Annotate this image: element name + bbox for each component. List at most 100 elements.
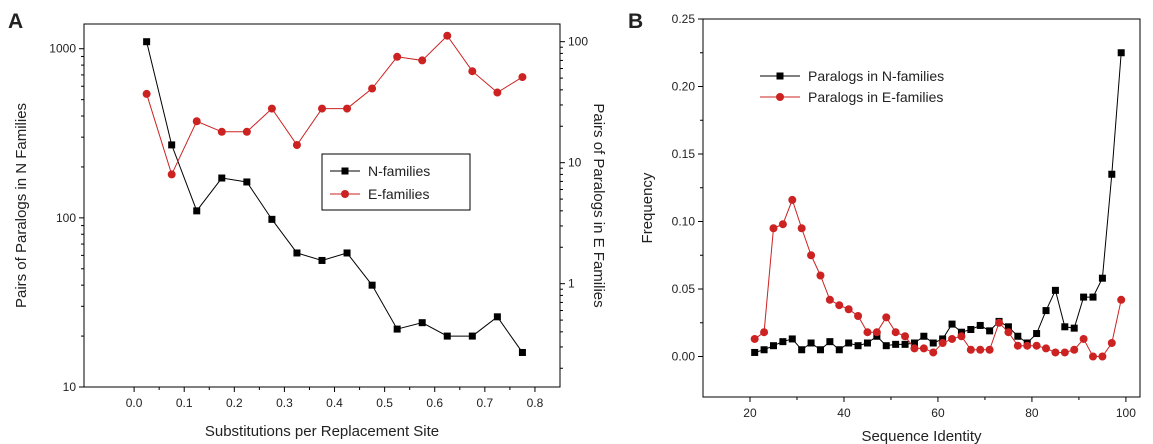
data-point — [938, 339, 947, 347]
data-point — [948, 334, 957, 343]
data-point — [788, 195, 797, 204]
data-point — [939, 335, 947, 343]
data-point — [760, 328, 769, 337]
data-point — [1108, 170, 1116, 178]
data-point — [1051, 286, 1059, 294]
x-tick-label: 0.8 — [527, 396, 544, 410]
data-point — [167, 170, 176, 179]
data-point — [769, 224, 778, 233]
data-point — [835, 301, 844, 310]
data-point — [267, 104, 276, 113]
x-tick-label: 0.7 — [476, 396, 493, 410]
data-point — [318, 256, 326, 264]
data-point — [293, 249, 301, 257]
data-point — [769, 342, 777, 350]
data-point — [368, 281, 376, 289]
data-point — [807, 251, 816, 260]
data-point — [418, 56, 427, 65]
data-point — [910, 339, 918, 347]
y-tick-label: 0.00 — [672, 350, 696, 364]
data-point — [1042, 307, 1050, 315]
plot-frame — [702, 18, 1141, 398]
x-tick-label: 0.3 — [276, 396, 293, 410]
data-point — [872, 328, 881, 337]
data-point — [418, 319, 426, 327]
data-point — [948, 320, 956, 328]
data-point — [750, 334, 759, 343]
data-point — [443, 31, 452, 40]
data-point — [863, 339, 871, 347]
data-point — [826, 338, 834, 346]
data-point — [751, 348, 759, 356]
data-point — [844, 305, 853, 314]
plot-frame — [83, 23, 561, 388]
data-point — [343, 249, 351, 257]
data-point — [901, 332, 910, 341]
panel-label-a: A — [8, 10, 23, 33]
data-point — [143, 38, 151, 46]
y-right-tick-label: 10 — [568, 156, 582, 170]
data-point — [910, 344, 919, 353]
y-tick-label: 0.25 — [672, 12, 696, 26]
y-left-tick-label: 100 — [56, 211, 76, 225]
data-point — [168, 141, 176, 149]
data-point — [919, 344, 928, 353]
legend-marker — [776, 93, 784, 101]
panel-a: 0.0 0.1 0.2 0.3 0.4 0.5 0.6 0.7 0.8 10 100 1000 1 10 1… — [8, 10, 607, 440]
data-point — [1061, 323, 1069, 331]
data-point — [995, 318, 1004, 327]
series-line — [754, 52, 1122, 353]
data-point — [1117, 49, 1125, 57]
y-tick-label: 0.05 — [672, 282, 696, 296]
data-point — [957, 332, 966, 341]
x-tick-label: 0.2 — [226, 396, 243, 410]
data-point — [1089, 293, 1097, 301]
x-axis-label: Substitutions per Replacement Site — [205, 423, 439, 440]
data-point — [845, 339, 853, 347]
data-point — [1079, 334, 1088, 343]
data-point — [976, 321, 984, 329]
x-tick-label: 0.5 — [376, 396, 393, 410]
data-point — [443, 332, 451, 340]
data-point — [1004, 328, 1013, 337]
data-point — [318, 104, 326, 113]
data-point — [268, 215, 276, 223]
data-point — [901, 340, 909, 348]
data-point — [193, 207, 201, 215]
data-point — [1070, 324, 1078, 332]
data-point — [863, 328, 872, 337]
series-line — [754, 198, 1122, 357]
x-tick-label: 40 — [837, 406, 851, 420]
data-point — [518, 348, 526, 356]
y-right-tick-label: 1 — [568, 277, 575, 291]
data-point — [957, 328, 965, 336]
data-point — [1060, 348, 1069, 357]
x-axis-label: Sequence Identity — [861, 428, 982, 444]
data-point — [1014, 332, 1022, 340]
data-point — [779, 338, 787, 346]
legend-marker — [341, 167, 349, 175]
data-point — [1117, 295, 1126, 304]
data-point — [1023, 341, 1032, 350]
data-point — [242, 127, 251, 136]
data-point — [976, 345, 985, 354]
data-point — [873, 332, 881, 340]
data-point — [1032, 341, 1041, 350]
data-point — [892, 340, 900, 348]
data-point — [854, 312, 863, 320]
data-point — [825, 295, 834, 304]
data-point — [816, 346, 824, 354]
y-left-tick-label: 1000 — [49, 42, 76, 56]
legend-label: Paralogs in N-families — [808, 68, 944, 84]
data-point — [217, 127, 226, 136]
data-point — [1070, 345, 1079, 354]
data-point — [468, 332, 476, 340]
series-line-e-families — [146, 34, 523, 176]
x-tick-label: 60 — [931, 406, 945, 420]
legend-marker — [776, 72, 784, 80]
data-point — [929, 348, 938, 357]
data-point — [1051, 348, 1060, 357]
y-tick-label: 0.10 — [672, 215, 696, 229]
data-point — [192, 117, 201, 126]
data-point — [882, 313, 891, 322]
